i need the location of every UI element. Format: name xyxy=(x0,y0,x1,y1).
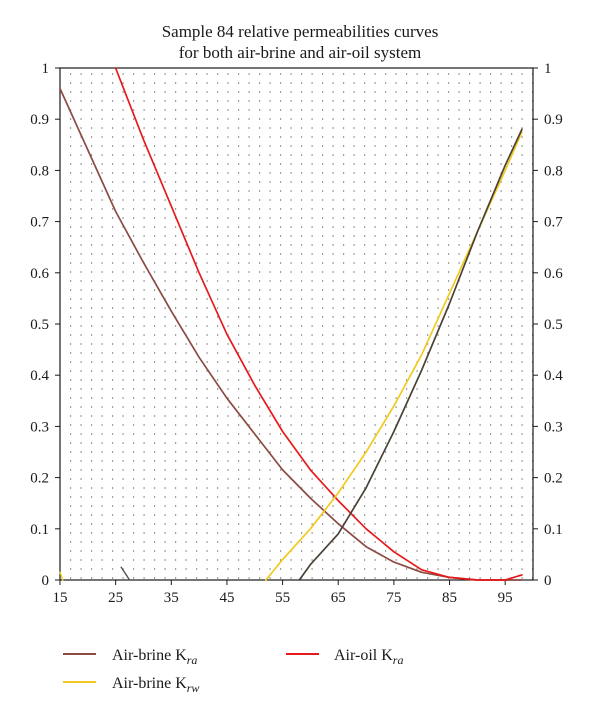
y-tick-label-right-0.9: 0.9 xyxy=(544,112,563,128)
y-tick-label-left-0: 0 xyxy=(42,573,50,589)
grid-dot-pattern xyxy=(70,73,534,579)
svg-text:Air-brine Krw: Air-brine Krw xyxy=(112,675,199,695)
plot-frame xyxy=(59,67,534,581)
y-tick-label-right-0.6: 0.6 xyxy=(544,266,563,282)
y-tick-label-left-0.7: 0.7 xyxy=(30,215,49,231)
y-tick-label-left-0.6: 0.6 xyxy=(30,266,49,282)
y-tick-label-left-0.3: 0.3 xyxy=(30,419,49,435)
y-tick-label-right-0.7: 0.7 xyxy=(544,215,563,231)
plot-border xyxy=(59,67,534,581)
y-tick-label-right-0.1: 0.1 xyxy=(544,522,563,538)
y-tick-label-left-0.5: 0.5 xyxy=(30,317,49,333)
legend-label-air-oil-kra: Air-oil K xyxy=(334,647,393,664)
series-line-air-brine-k-rw xyxy=(265,131,523,581)
x-tick-label-85: 85 xyxy=(442,590,457,606)
series-lines xyxy=(59,67,523,581)
y-tick-label-right-0.3: 0.3 xyxy=(544,419,563,435)
y-tick-label-left-0.2: 0.2 xyxy=(30,471,49,487)
svg-text:Air-brine Kra: Air-brine Kra xyxy=(112,647,197,667)
legend: Air-brine Kra Air-oil Kra Air-brine Krw xyxy=(63,647,403,695)
y-tick-label-right-0.4: 0.4 xyxy=(544,368,563,384)
y-tick-label-right-0.5: 0.5 xyxy=(544,317,563,333)
x-tick-label-65: 65 xyxy=(331,590,346,606)
legend-label-air-brine-kra: Air-brine K xyxy=(112,647,187,664)
legend-item-air-oil-kra: Air-oil Kra xyxy=(286,647,403,667)
y-tick-label-left-0.4: 0.4 xyxy=(30,368,49,384)
y-tick-label-right-0: 0 xyxy=(544,573,552,589)
y-tick-label-left-0.8: 0.8 xyxy=(30,163,49,179)
minor-curve-segment-1 xyxy=(120,566,131,581)
legend-item-air-brine-kra: Air-brine Kra xyxy=(63,647,197,667)
y-tick-label-right-1: 1 xyxy=(544,61,552,77)
x-tick-label-15: 15 xyxy=(53,590,68,606)
y-tick-label-right-0.8: 0.8 xyxy=(544,163,563,179)
y-tick-label-left-1: 1 xyxy=(42,61,50,77)
y-tick-label-left-0.9: 0.9 xyxy=(30,112,49,128)
legend-sub-air-oil-kra: ra xyxy=(393,653,404,667)
series-line-air-oil-k-ra xyxy=(114,67,523,581)
axis-ticks: 15 25 35 45 55 65 75 85 95 0 0 0.1 0.1 0.2 0.2 0.3 0.3 0.… xyxy=(30,61,563,606)
svg-text:Air-oil Kra: Air-oil Kra xyxy=(334,647,403,667)
chart-title-line-1: Sample 84 relative permeabilities curves xyxy=(162,22,439,41)
minor-curve-segment-2 xyxy=(59,571,64,581)
legend-sub-air-brine-krw: rw xyxy=(187,681,200,695)
chart-title-line-2: for both air-brine and air-oil system xyxy=(179,43,421,62)
x-tick-label-45: 45 xyxy=(219,590,234,606)
legend-sub-air-brine-kra: ra xyxy=(187,653,198,667)
y-tick-label-right-0.2: 0.2 xyxy=(544,471,563,487)
x-tick-label-55: 55 xyxy=(275,590,290,606)
x-tick-label-35: 35 xyxy=(164,590,179,606)
grid-dots xyxy=(70,73,534,579)
legend-label-air-brine-krw: Air-brine K xyxy=(112,675,187,692)
y-tick-label-left-0.1: 0.1 xyxy=(30,522,49,538)
x-tick-label-25: 25 xyxy=(108,590,123,606)
series-line-air-oil-k-rw xyxy=(298,128,523,581)
x-tick-label-75: 75 xyxy=(386,590,401,606)
x-tick-label-95: 95 xyxy=(498,590,513,606)
legend-item-air-brine-krw: Air-brine Krw xyxy=(63,675,199,695)
